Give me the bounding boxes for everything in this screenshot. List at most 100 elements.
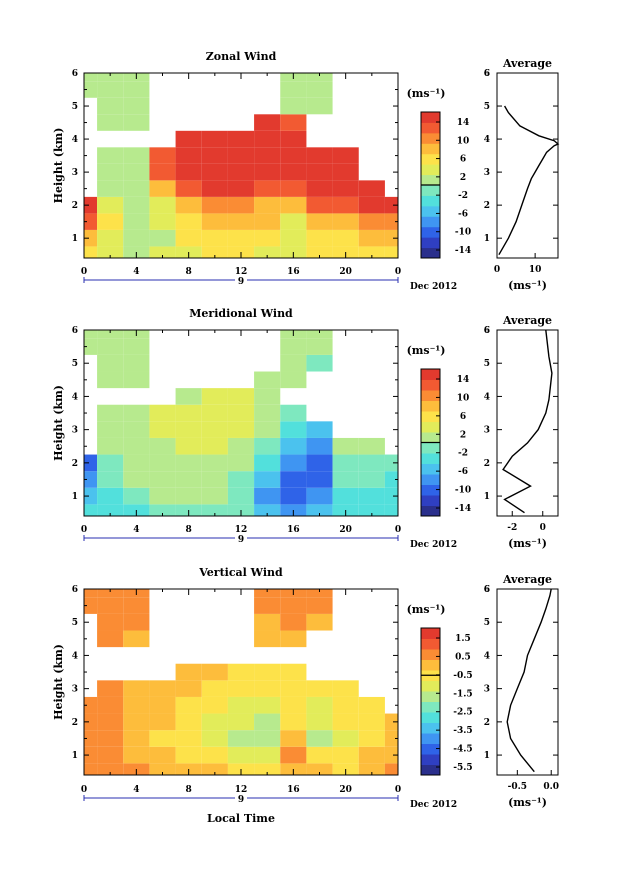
colorbar-tick-label: -2	[458, 449, 468, 459]
average-ytick-label: 6	[484, 69, 490, 79]
colorbar-swatch	[421, 432, 440, 443]
ytick-label: 4	[72, 651, 78, 661]
heatmap-cell	[123, 696, 150, 714]
colorbar-swatch	[421, 379, 440, 391]
colorbar-tick-label: 6	[460, 155, 466, 165]
heatmap-cell	[227, 471, 255, 488]
heatmap-cell	[306, 421, 333, 438]
colorbar-swatch	[421, 112, 440, 123]
heatmap-cell	[175, 746, 202, 764]
heatmap-cell	[201, 147, 228, 164]
heatmap-cell	[254, 613, 281, 631]
heatmap-cell	[97, 746, 124, 764]
heatmap-cell	[358, 454, 385, 472]
heatmap-cell	[280, 229, 307, 247]
heatmap-cell	[254, 404, 281, 422]
heatmap-cell	[254, 471, 281, 488]
heatmap-cell	[280, 404, 307, 422]
heatmap-cell	[175, 454, 202, 472]
average-xtick-label: 0	[494, 265, 500, 275]
heatmap-cell	[123, 97, 150, 115]
heatmap-cell	[201, 196, 228, 214]
xtick-label: 20	[339, 525, 352, 535]
date-bar-gap	[235, 275, 247, 285]
heatmap-cell	[254, 454, 281, 472]
heatmap-cell	[201, 663, 228, 681]
heatmap-cell	[175, 730, 202, 747]
heatmap-cell	[254, 504, 281, 516]
heatmap-cell	[175, 404, 202, 422]
colorbar-swatch	[421, 237, 440, 249]
colorbar-tick-label: 6	[460, 412, 466, 422]
heatmap-cell	[97, 404, 124, 422]
heatmap-cell	[201, 730, 228, 747]
heatmap-cell	[358, 196, 385, 214]
heatmap-cell	[227, 130, 255, 148]
heatmap-cell	[254, 680, 281, 697]
xtick-label: 20	[339, 267, 352, 277]
heatmap-cell	[123, 437, 150, 455]
heatmap-cell	[123, 421, 150, 438]
day-label: 9	[238, 277, 244, 287]
heatmap-cell	[123, 114, 150, 131]
colorbar-swatch	[421, 691, 440, 702]
colorbar-swatch	[421, 369, 440, 380]
colorbar-swatch	[421, 143, 440, 155]
heatmap-cell	[149, 196, 176, 214]
heatmap-cell	[384, 229, 398, 247]
heatmap-cell	[280, 487, 307, 505]
xtick-label: 12	[235, 267, 248, 277]
xtick-label: 0	[395, 267, 401, 277]
heatmap-cell	[254, 196, 281, 214]
heatmap-cell	[280, 354, 307, 372]
heatmap-cell	[254, 597, 281, 614]
heatmap-cell	[306, 213, 333, 230]
heatmap-cell	[149, 730, 176, 747]
heatmap-cell	[280, 680, 307, 697]
average-title: Average	[502, 57, 552, 70]
heatmap-cell	[201, 246, 228, 258]
heatmap-cell	[149, 229, 176, 247]
heatmap-cell	[384, 504, 398, 516]
heatmap-cell	[149, 421, 176, 438]
heatmap-cell	[254, 437, 281, 455]
colorbar-swatch	[421, 474, 440, 485]
heatmap-cell	[332, 213, 359, 230]
ytick-label: 5	[72, 618, 78, 628]
heatmap-cell	[123, 213, 150, 230]
colorbar-swatch	[421, 195, 440, 207]
heatmap-cell	[306, 589, 333, 598]
colorbar-unit: (ms⁻¹)	[407, 344, 446, 357]
heatmap-cell	[84, 81, 98, 98]
heatmap-cell	[280, 696, 307, 714]
colorbar-swatch	[421, 411, 440, 422]
x-axis-label: Local Time	[207, 812, 275, 825]
heatmap-cell	[175, 130, 202, 148]
heatmap-cell	[280, 730, 307, 747]
xtick-label: 8	[186, 525, 192, 535]
colorbar-swatch	[421, 764, 440, 776]
heatmap-cell	[84, 763, 98, 775]
heatmap-cell	[123, 746, 150, 764]
heatmap-cell	[175, 196, 202, 214]
heatmap-cell	[306, 73, 333, 82]
heatmap-cell	[280, 630, 307, 648]
heatmap-cell	[149, 437, 176, 455]
heatmap-cell	[306, 713, 333, 731]
heatmap-cell	[175, 180, 202, 197]
heatmap-cell	[254, 630, 281, 648]
heatmap-cell	[332, 471, 359, 488]
heatmap-cell	[149, 213, 176, 230]
heatmap-cell	[97, 613, 124, 631]
heatmap-cell	[306, 246, 333, 258]
colorbar-tick-label: 0.5	[455, 652, 471, 662]
heatmap-cell	[97, 437, 124, 455]
average-ytick-label: 3	[484, 168, 490, 178]
colorbar-unit: (ms⁻¹)	[407, 87, 446, 100]
heatmap-cell	[201, 680, 228, 697]
heatmap-cell	[358, 246, 385, 258]
heatmap-cell	[306, 504, 333, 516]
heatmap-cell	[201, 454, 228, 472]
heatmap-cell	[227, 454, 255, 472]
